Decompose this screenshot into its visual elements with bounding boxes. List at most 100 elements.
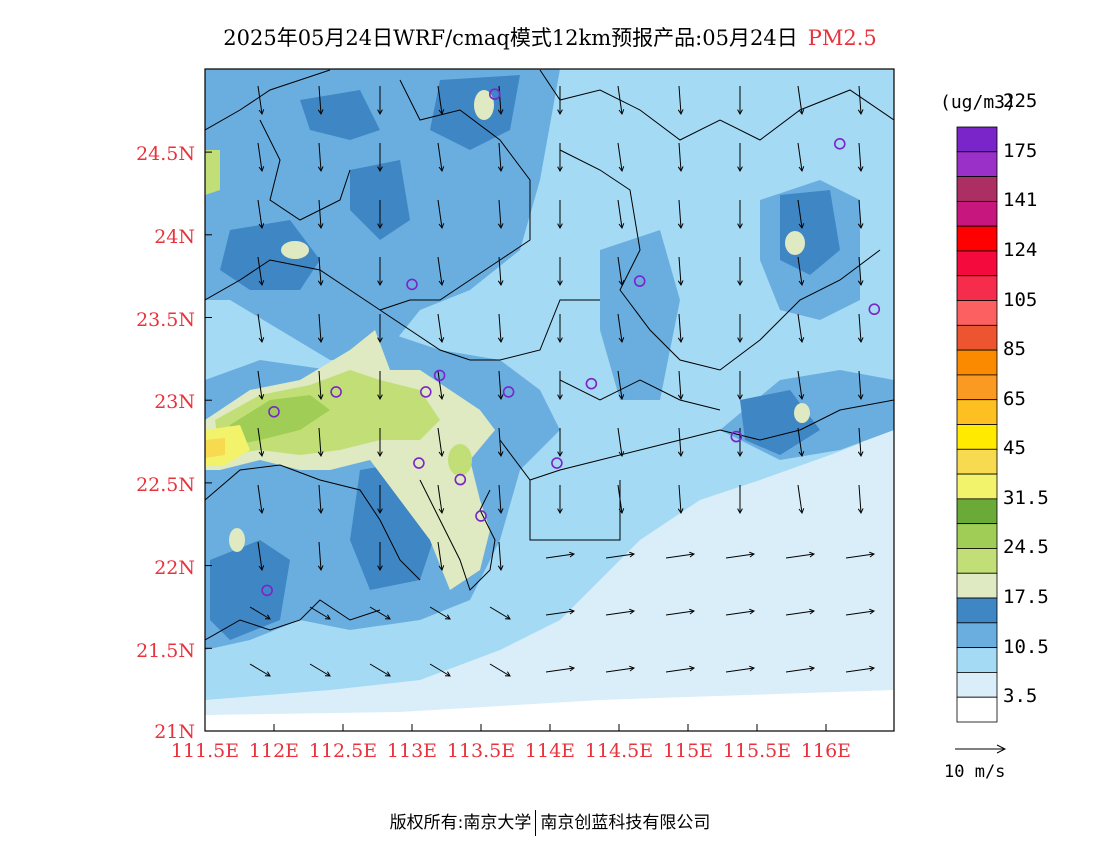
colorbar-swatch [956, 696, 998, 723]
wind-arrow-head [497, 394, 504, 401]
wind-arrow [257, 484, 263, 514]
colorbar-tick-label: 85 [1003, 338, 1026, 361]
wind-arrow [318, 484, 322, 514]
wind-arrow-head [857, 280, 864, 287]
lat-tick-label: 22N [154, 557, 195, 579]
wind-arrow-head [377, 508, 383, 515]
wind-legend-arrow [955, 744, 1007, 754]
wind-arrow-head [377, 109, 383, 116]
lat-tick-label: 22.5N [136, 474, 195, 496]
station-marker [868, 303, 881, 316]
wind-arrow [437, 256, 443, 286]
wind-arrow-head [317, 337, 324, 344]
wind-arrow [797, 313, 803, 343]
wind-arrow-head [317, 109, 324, 116]
lon-tick-label: 113E [387, 740, 437, 762]
wind-arrow-head [377, 280, 383, 287]
wind-arrow-head [497, 565, 504, 572]
footer-right: 南京创蓝科技有限公司 [540, 813, 711, 833]
wind-arrow [797, 256, 803, 286]
wind-arrow-head [798, 508, 805, 515]
wind-arrow-head [857, 508, 864, 515]
wind-arrow-head [438, 508, 445, 515]
wind-arrow-head [618, 451, 625, 458]
wind-arrow-head [798, 451, 805, 458]
colorbar-tick-label: 105 [1003, 288, 1038, 311]
wind-arrow [617, 142, 623, 172]
colorbar-swatch [956, 448, 998, 475]
colorbar-swatch [956, 300, 998, 326]
wind-arrow [678, 484, 682, 514]
lat-tick-label: 21N [154, 721, 195, 743]
wind-arrow-head [438, 280, 445, 287]
wind-arrow-head [737, 223, 743, 230]
lat-tick-label: 24.5N [136, 143, 195, 165]
wind-arrow-head [809, 608, 816, 615]
wind-arrow [858, 484, 862, 514]
wind-arrow-head [869, 608, 876, 615]
colorbar-tick-label: 24.5 [1003, 536, 1049, 559]
station-marker [730, 430, 743, 443]
wind-arrow [617, 370, 623, 400]
wind-arrow-head [438, 223, 445, 230]
wind-arrow [545, 667, 575, 673]
colorbar-swatch [956, 622, 998, 649]
wind-arrow [785, 553, 815, 559]
lat-tick-label: 23.5N [136, 309, 195, 331]
lon-tick-label: 115E [663, 740, 713, 762]
wind-arrow [369, 663, 391, 677]
wind-arrow [858, 256, 862, 286]
wind-arrow [785, 667, 815, 673]
wind-arrow-head [569, 551, 576, 558]
wind-arrow-head [497, 223, 504, 230]
wind-arrow-head [258, 565, 265, 572]
colorbar-swatch [956, 473, 998, 500]
wind-arrow-head [444, 614, 451, 620]
wind-arrow [678, 370, 682, 400]
wind-arrow-head [618, 280, 625, 287]
wind-arrow-head [677, 451, 684, 458]
wind-arrow [257, 313, 263, 343]
wind-arrow [797, 370, 803, 400]
wind-arrow-head [618, 109, 625, 116]
wind-arrow-head [258, 394, 265, 401]
wind-arrow [318, 142, 322, 172]
wind-arrow [678, 199, 682, 229]
wind-arrow [797, 427, 803, 457]
wind-arrow-head [384, 671, 391, 677]
wind-arrow [678, 427, 682, 457]
wind-arrow-head [629, 551, 636, 558]
wind-arrow-head [857, 109, 864, 116]
wind-arrow [257, 427, 263, 457]
station-marker [330, 386, 342, 398]
lon-tick-label: 114E [525, 740, 575, 762]
wind-arrow [845, 610, 875, 616]
colorbar-swatch [956, 498, 998, 525]
footer-left: 版权所有:南京大学 [389, 813, 532, 833]
colorbar [956, 126, 998, 723]
wind-arrow [249, 663, 271, 677]
wind-arrow-head [737, 166, 743, 173]
wind-arrow [257, 199, 263, 229]
wind-arrow [617, 256, 623, 286]
wind-arrow-head [857, 223, 864, 230]
wind-legend-label: 10 m/s [944, 762, 1006, 782]
wind-arrow-head [689, 665, 696, 672]
lat-tick-label: 24N [154, 226, 195, 248]
wind-arrow-head [857, 451, 864, 458]
wind-arrow [678, 142, 682, 172]
wind-arrow-head [557, 508, 563, 515]
wind-arrow [257, 370, 263, 400]
map-title: 2025年05月24日WRF/cmaq模式12km预报产品:05月24日 PM2.… [0, 22, 1100, 52]
station-marker [475, 510, 487, 522]
wind-arrow-head [677, 337, 684, 344]
station-marker [406, 278, 418, 291]
station-marker [268, 405, 280, 418]
wind-arrow [665, 553, 695, 559]
wind-arrow-head [258, 337, 265, 344]
wind-arrow-head [677, 394, 684, 401]
wind-arrow [257, 142, 263, 172]
wind-arrow-head [557, 280, 563, 287]
wind-arrow [858, 85, 862, 115]
wind-arrow [665, 610, 695, 616]
